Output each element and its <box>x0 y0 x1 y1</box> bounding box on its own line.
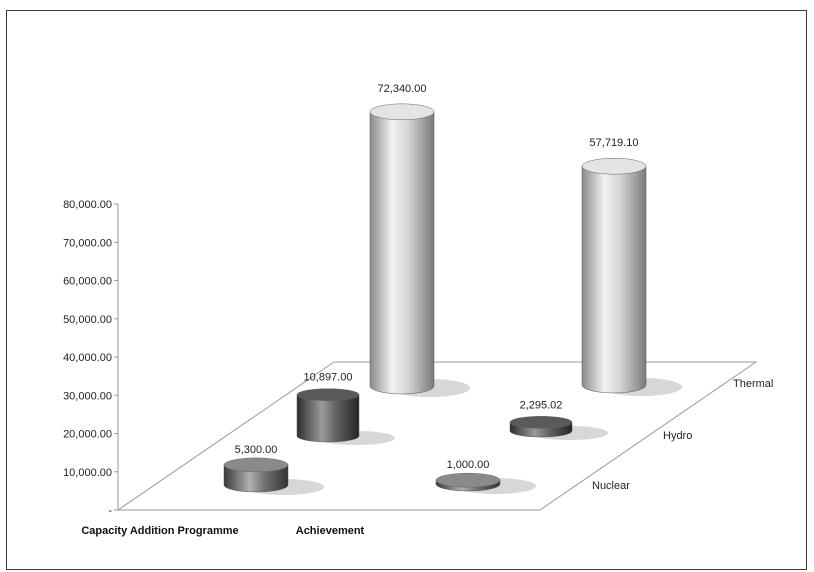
bar-thermal-body <box>581 165 647 394</box>
y-tick-label: 70,000.00 <box>63 237 112 249</box>
series-axis-label: Thermal <box>733 378 773 390</box>
y-tick-label: 20,000.00 <box>63 429 112 441</box>
y-tick-label: 60,000.00 <box>63 276 112 288</box>
series-axis-label: Hydro <box>663 430 692 442</box>
y-tick-label: 10,000.00 <box>63 467 112 479</box>
data-label: 57,719.10 <box>590 137 639 149</box>
data-label: 10,897.00 <box>304 372 353 384</box>
bar-hydro-body <box>296 394 360 443</box>
series-axis-label: Nuclear <box>592 480 630 492</box>
y-tick-label: 80,000.00 <box>63 199 112 211</box>
bar-hydro-top <box>509 416 573 429</box>
bar-thermal-body <box>369 111 435 395</box>
y-tick-label: 30,000.00 <box>63 390 112 402</box>
y-tick-label: 40,000.00 <box>63 352 112 364</box>
data-label: 5,300.00 <box>235 444 278 456</box>
bar-nuclear-body <box>223 464 289 493</box>
data-label: 2,295.02 <box>520 399 563 411</box>
bar-thermal-top <box>369 103 435 121</box>
bar-nuclear-top <box>435 472 501 488</box>
bar-thermal-top <box>581 157 647 175</box>
data-label: 1,000.00 <box>447 459 490 471</box>
bar-nuclear-top <box>223 457 289 473</box>
data-label: 72,340.00 <box>378 83 427 95</box>
category-label: Capacity Addition Programme <box>81 525 238 537</box>
category-label: Achievement <box>296 525 365 537</box>
bar-hydro-top <box>296 388 360 401</box>
y-tick-label: - <box>108 505 112 517</box>
chart-floor <box>116 361 758 511</box>
y-tick-label: 50,000.00 <box>63 314 112 326</box>
